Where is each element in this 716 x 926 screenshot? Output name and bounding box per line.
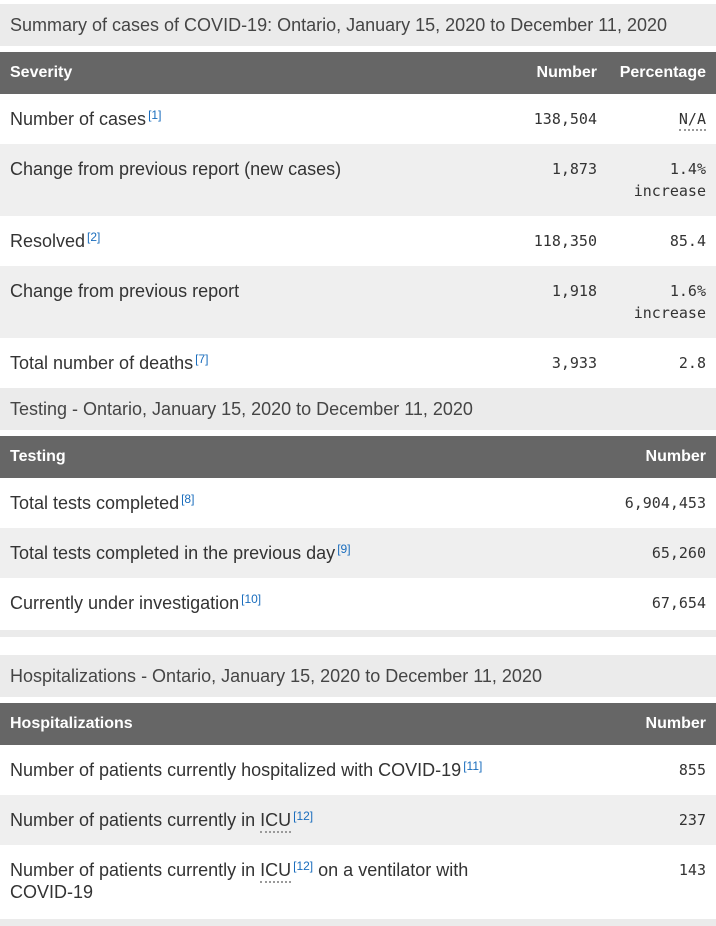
column-header-number: Number (645, 715, 706, 732)
row-label: Number of patients currently in ICU [12] … (10, 859, 469, 902)
row-number: 67,654 (651, 594, 706, 612)
footnote-link[interactable]: [7] (195, 352, 209, 366)
footnote-link[interactable]: [12] (293, 859, 314, 873)
table-row: Change from previous report 1,918 1.6% in… (0, 266, 716, 338)
hospitalizations-table-caption: Hospitalizations - Ontario, January 15, … (0, 655, 716, 697)
icu-abbr: ICU (260, 810, 292, 833)
row-number: 1,918 (551, 282, 597, 300)
row-label: Total tests completed [8] (10, 492, 195, 513)
row-percentage: 1.4% increase (597, 144, 716, 216)
row-label: Change from previous report (new cases) (10, 159, 342, 179)
testing-table-header: Testing Number (0, 436, 716, 478)
percentage-note: increase (633, 304, 706, 322)
testing-section: Testing - Ontario, January 15, 2020 to D… (0, 388, 716, 637)
column-header-severity: Severity (10, 64, 73, 81)
row-number: 3,933 (551, 354, 597, 372)
row-label: Total number of deaths [7] (10, 352, 209, 373)
footnote-link[interactable]: [8] (181, 492, 195, 506)
footnote-link[interactable]: [1] (148, 108, 162, 122)
hospitalizations-section: Hospitalizations - Ontario, January 15, … (0, 655, 716, 926)
row-label: Number of patients currently hospitalize… (10, 759, 483, 780)
table-row: Total number of deaths [7] 3,933 2.8 (0, 338, 716, 388)
row-number: 118,350 (533, 232, 597, 250)
column-header-number: Number (645, 448, 706, 465)
table-row: Change from previous report (new cases) … (0, 144, 716, 216)
percentage-note: increase (633, 182, 706, 200)
footnote-link[interactable]: [9] (337, 542, 351, 556)
table-row: Total tests completed [8] 6,904,453 (0, 478, 716, 528)
hospitalizations-table-header: Hospitalizations Number (0, 703, 716, 745)
row-percentage: N/A (597, 94, 716, 144)
footnote-link[interactable]: [12] (293, 809, 314, 823)
row-number: 1,873 (551, 160, 597, 178)
row-label: Number of patients currently in ICU [12] (0, 795, 516, 845)
footnote-link[interactable]: [11] (463, 759, 483, 773)
summary-table-header: Severity Number Percentage (0, 52, 716, 94)
row-label: Currently under investigation [10] (10, 592, 262, 613)
table-bottom-strip (0, 630, 716, 637)
section-gap (0, 637, 716, 655)
row-number: 65,260 (651, 544, 706, 562)
table-row: Number of patients currently hospitalize… (0, 745, 716, 795)
row-number: 6,904,453 (624, 494, 706, 512)
row-number: 138,504 (533, 110, 597, 128)
column-header-number: Number (536, 64, 597, 81)
column-header-percentage: Percentage (619, 64, 706, 81)
row-percentage: 1.6% increase (597, 266, 716, 338)
row-label: Number of cases [1] (10, 108, 162, 129)
table-row: Resolved [2] 118,350 85.4 (0, 216, 716, 266)
row-label: Total tests completed in the previous da… (10, 542, 351, 563)
row-label: Change from previous report (10, 281, 240, 301)
na-abbr: N/A (678, 110, 706, 131)
summary-table-caption: Summary of cases of COVID-19: Ontario, J… (0, 4, 716, 46)
row-number: 855 (678, 761, 706, 779)
table-row: Number of cases [1] 138,504 N/A (0, 94, 716, 144)
testing-table-caption: Testing - Ontario, January 15, 2020 to D… (0, 388, 716, 430)
row-percentage: 2.8 (678, 354, 706, 372)
row-label: Resolved [2] (10, 230, 101, 251)
table-row: Number of patients currently in ICU [12] … (0, 795, 716, 845)
icu-abbr: ICU (260, 860, 292, 883)
footnote-link[interactable]: [10] (241, 592, 262, 606)
row-number: 143 (678, 861, 706, 879)
row-percentage: 85.4 (669, 232, 706, 250)
column-header-hospitalizations: Hospitalizations (10, 715, 133, 732)
table-row: Number of patients currently in ICU [12] … (0, 845, 716, 917)
footnote-link[interactable]: [2] (87, 230, 101, 244)
table-row: Currently under investigation [10] 67,654 (0, 578, 716, 628)
summary-section: Summary of cases of COVID-19: Ontario, J… (0, 4, 716, 388)
column-header-testing: Testing (10, 448, 66, 465)
table-row: Total tests completed in the previous da… (0, 528, 716, 578)
row-number: 237 (678, 811, 706, 829)
table-bottom-strip (0, 919, 716, 926)
